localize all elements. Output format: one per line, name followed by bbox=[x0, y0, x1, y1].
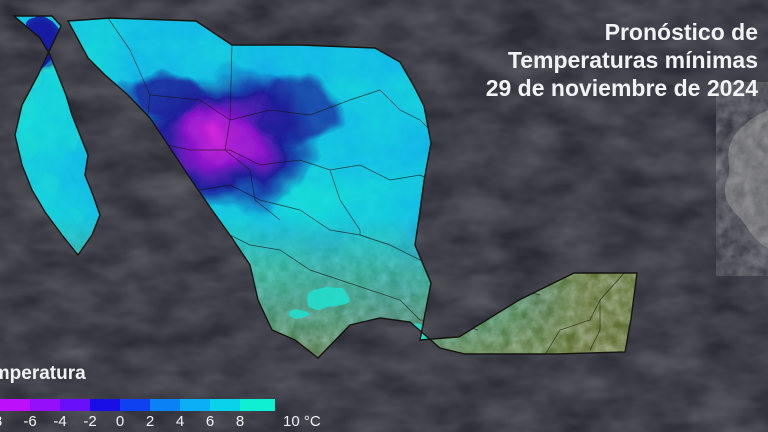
svg-text:Pronóstico de: Pronóstico de bbox=[605, 19, 758, 45]
svg-text:0: 0 bbox=[116, 413, 124, 430]
svg-text:Temperaturas mínimas: Temperaturas mínimas bbox=[508, 47, 758, 73]
svg-text:10 °C: 10 °C bbox=[283, 413, 321, 430]
svg-text:-4: -4 bbox=[53, 413, 66, 430]
svg-text:8: 8 bbox=[0, 413, 2, 430]
svg-text:2: 2 bbox=[146, 413, 154, 430]
svg-text:8: 8 bbox=[236, 413, 244, 430]
svg-text:Temperatura: Temperatura bbox=[0, 363, 86, 384]
svg-text:4: 4 bbox=[176, 413, 184, 430]
svg-text:6: 6 bbox=[206, 413, 214, 430]
svg-text:29 de noviembre de 2024: 29 de noviembre de 2024 bbox=[486, 75, 759, 101]
svg-text:-6: -6 bbox=[23, 413, 36, 430]
svg-text:-2: -2 bbox=[83, 413, 96, 430]
